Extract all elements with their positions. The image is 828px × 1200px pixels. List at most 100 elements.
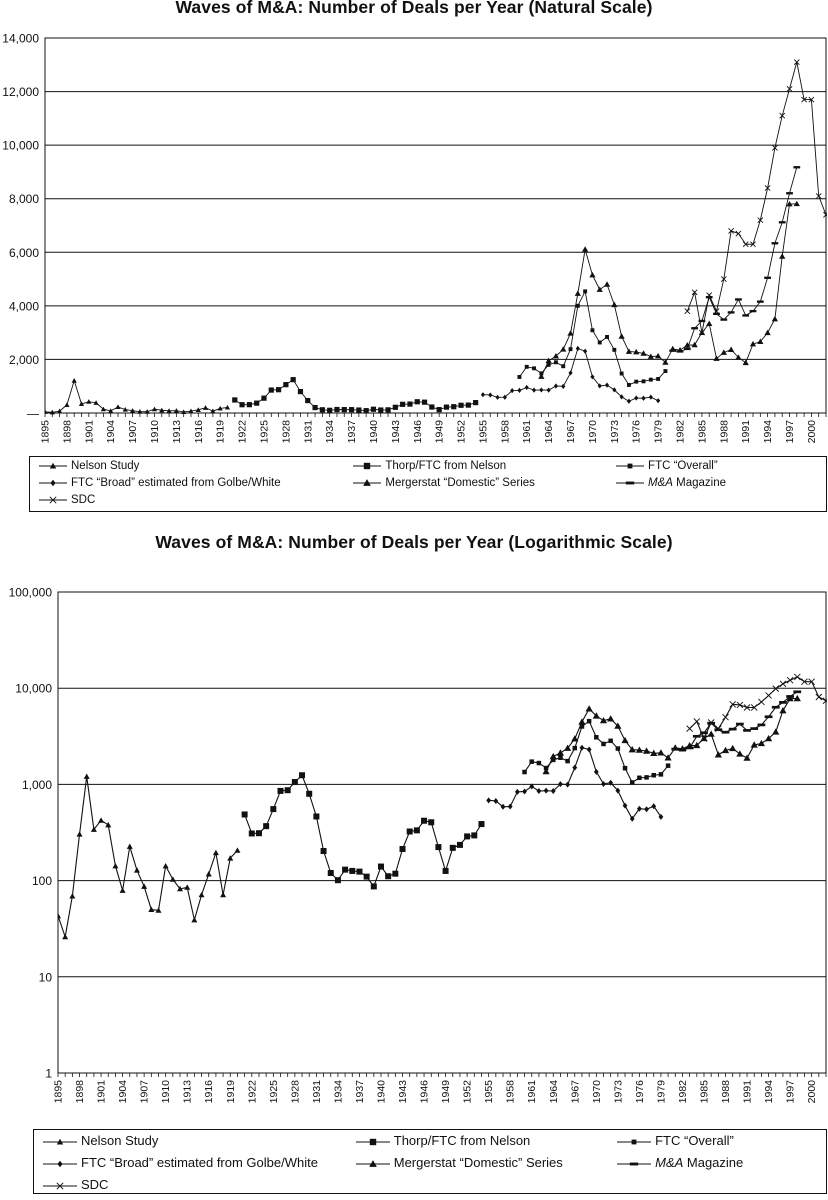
data-point [691, 289, 698, 296]
data-point [100, 406, 106, 412]
data-point [558, 781, 563, 788]
legend-item-thorp-ftc-from-nelson: Thorp/FTC from Nelson [352, 460, 506, 472]
data-point [449, 844, 456, 851]
data-point [779, 701, 787, 704]
data-point [779, 253, 786, 259]
x-tick-label: 1907 [139, 1080, 151, 1104]
x-tick-label: 1898 [61, 420, 73, 444]
legend-swatch [616, 481, 645, 485]
data-point [633, 348, 640, 355]
data-point [771, 315, 779, 322]
x-tick-label: 1904 [117, 1080, 129, 1104]
data-point [283, 382, 289, 388]
data-point [578, 718, 586, 725]
series-nelson-study [58, 773, 241, 940]
data-point [771, 242, 779, 245]
data-point [605, 335, 609, 339]
x-tick-label: 1961 [521, 420, 533, 444]
data-point [529, 759, 534, 764]
x-tick-label: 1994 [762, 420, 774, 444]
chart-title: Waves of M&A: Number of Deals per Year (… [175, 0, 653, 17]
data-point [684, 308, 691, 315]
series-sdc [684, 59, 827, 336]
x-tick-label: 1922 [237, 420, 249, 444]
data-point [665, 763, 671, 768]
data-point [212, 849, 219, 856]
data-point [556, 749, 565, 756]
data-point [458, 402, 464, 408]
data-point [538, 373, 545, 379]
data-point [735, 230, 742, 237]
data-point [334, 877, 341, 884]
data-point [64, 402, 70, 407]
data-point [621, 736, 629, 744]
data-point [622, 765, 628, 771]
x-tick-label: 1967 [569, 1080, 581, 1104]
data-point [122, 406, 128, 412]
legend-swatch [353, 462, 382, 470]
data-point [801, 678, 808, 685]
data-point [629, 780, 635, 785]
data-point [385, 407, 391, 413]
data-point [205, 871, 212, 877]
data-point [69, 893, 76, 899]
data-point [779, 680, 787, 688]
legend-label-italic: M&A [648, 477, 673, 490]
data-point [428, 819, 435, 826]
data-point [202, 405, 209, 410]
data-point [642, 747, 651, 754]
data-point [750, 241, 756, 248]
data-point [678, 748, 687, 751]
data-point [144, 409, 150, 414]
data-point [305, 397, 311, 404]
x-tick-label: 1910 [160, 1080, 172, 1104]
data-point [277, 787, 284, 794]
data-point [713, 355, 720, 361]
data-point [648, 377, 653, 382]
y-tick-label: 1 [45, 1067, 52, 1081]
data-point [706, 320, 713, 326]
data-point [464, 833, 471, 840]
x-tick-label: 1937 [354, 1080, 366, 1104]
data-point [684, 342, 691, 348]
legend-item-mergerstat-domestic-series: Mergerstat “Domestic” Series [355, 1155, 563, 1170]
data-point [478, 821, 485, 828]
data-point [685, 746, 694, 750]
data-point [551, 757, 556, 763]
data-point [320, 848, 327, 855]
data-point [342, 866, 349, 873]
x-tick-label: 1925 [268, 1080, 280, 1104]
legend-label: Nelson Study [81, 1133, 159, 1148]
data-point [552, 352, 560, 359]
data-point [656, 377, 661, 381]
data-point [159, 407, 165, 413]
series-ftc-broad-estimated-from-golbe-white [480, 345, 661, 404]
data-point [611, 301, 618, 308]
data-point [575, 345, 580, 352]
data-point [727, 346, 735, 352]
data-point [728, 727, 737, 731]
data-point [129, 408, 136, 413]
data-point [565, 758, 570, 764]
legend-swatch [353, 479, 382, 486]
data-point [793, 673, 801, 681]
data-point [640, 350, 647, 356]
data-point [663, 369, 668, 374]
data-point [601, 741, 606, 747]
data-point [808, 678, 815, 685]
data-point [590, 374, 595, 380]
x-tick-label: 1952 [456, 420, 468, 444]
series-mergerstat-domestic-series [538, 200, 800, 379]
data-point [582, 246, 589, 252]
legend-marker [631, 1139, 637, 1144]
data-point [169, 876, 176, 882]
data-point [572, 745, 578, 751]
x-tick-label: 1910 [149, 420, 161, 444]
natural-scale-plot: — 2,000 4,000 6,000 8,000 10,000 12,000 14,000 1… [2, 32, 827, 444]
data-point [553, 360, 558, 365]
data-point [608, 779, 614, 786]
data-point [500, 803, 506, 810]
legend-swatch [616, 463, 645, 469]
data-point [743, 704, 751, 711]
data-point [637, 775, 642, 781]
